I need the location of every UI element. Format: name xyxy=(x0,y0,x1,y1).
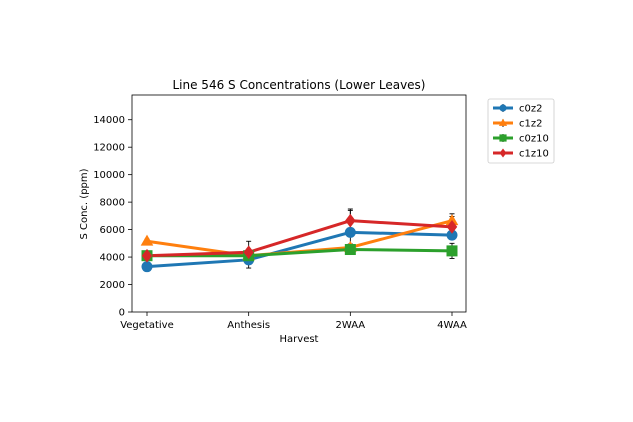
plot-frame xyxy=(131,94,467,313)
series-line-c1z10 xyxy=(146,219,453,258)
y-tick-label-4: 8000 xyxy=(100,198,125,209)
x-tick-label-1: Anthesis xyxy=(227,320,270,331)
y-tick-label-3: 6000 xyxy=(100,225,125,236)
point-c0z10-2 xyxy=(344,244,356,256)
legend-label-c1z10: c1z10 xyxy=(519,149,549,160)
point-c1z10-1 xyxy=(243,245,254,260)
legend-swatch-marker xyxy=(498,118,508,126)
legend-entry-c1z2: c1z2 xyxy=(493,119,542,130)
point-c1z10-0 xyxy=(141,248,153,263)
legend-label-c0z2: c0z2 xyxy=(519,104,542,115)
point-c0z2-3 xyxy=(446,229,458,241)
plot-area: 0 2000 4000 6000 8000 10000 12000 14000 Vegetati… xyxy=(93,94,467,331)
legend-box xyxy=(487,98,555,164)
point-c0z2-0 xyxy=(141,261,153,273)
legend-entry-c1z10: c1z10 xyxy=(493,148,549,160)
legend-swatch-marker xyxy=(499,134,507,142)
y-tick-label-5: 10000 xyxy=(93,170,125,181)
legend-entry-c0z2: c0z2 xyxy=(493,104,542,115)
point-c1z2-0 xyxy=(140,234,154,246)
point-c0z10-3 xyxy=(446,245,458,257)
legend-swatch-marker xyxy=(499,148,507,158)
y-tick-label-7: 14000 xyxy=(93,115,125,126)
point-c1z2-3 xyxy=(445,214,459,226)
legend-swatch-marker xyxy=(499,104,507,112)
y-axis-label: S Conc. (ppm) xyxy=(79,168,90,239)
legend-label-c1z2: c1z2 xyxy=(519,119,542,130)
point-c1z10-2 xyxy=(345,213,356,228)
y-tick-label-1: 2000 xyxy=(100,280,125,291)
y-tick-label-6: 12000 xyxy=(93,143,125,154)
y-tick-label-2: 4000 xyxy=(100,253,125,264)
point-c1z10-3 xyxy=(446,219,458,234)
legend-entry-c0z10: c0z10 xyxy=(493,134,549,145)
y-tick-label-0: 0 xyxy=(119,308,125,319)
chart-title: Line 546 S Concentrations (Lower Leaves) xyxy=(172,78,425,92)
legend-label-c0z10: c0z10 xyxy=(519,134,549,145)
x-tick-label-3: 4WAA xyxy=(437,320,467,331)
series-line-c0z10 xyxy=(147,248,453,258)
x-tick-label-0: Vegetative xyxy=(120,320,174,331)
x-tick-label-2: 2WAA xyxy=(335,320,365,331)
x-axis-label: Harvest xyxy=(280,334,319,345)
legend: c0z2 c1z2 c0z10 c1z10 xyxy=(487,98,555,164)
point-c0z2-2 xyxy=(344,226,356,238)
